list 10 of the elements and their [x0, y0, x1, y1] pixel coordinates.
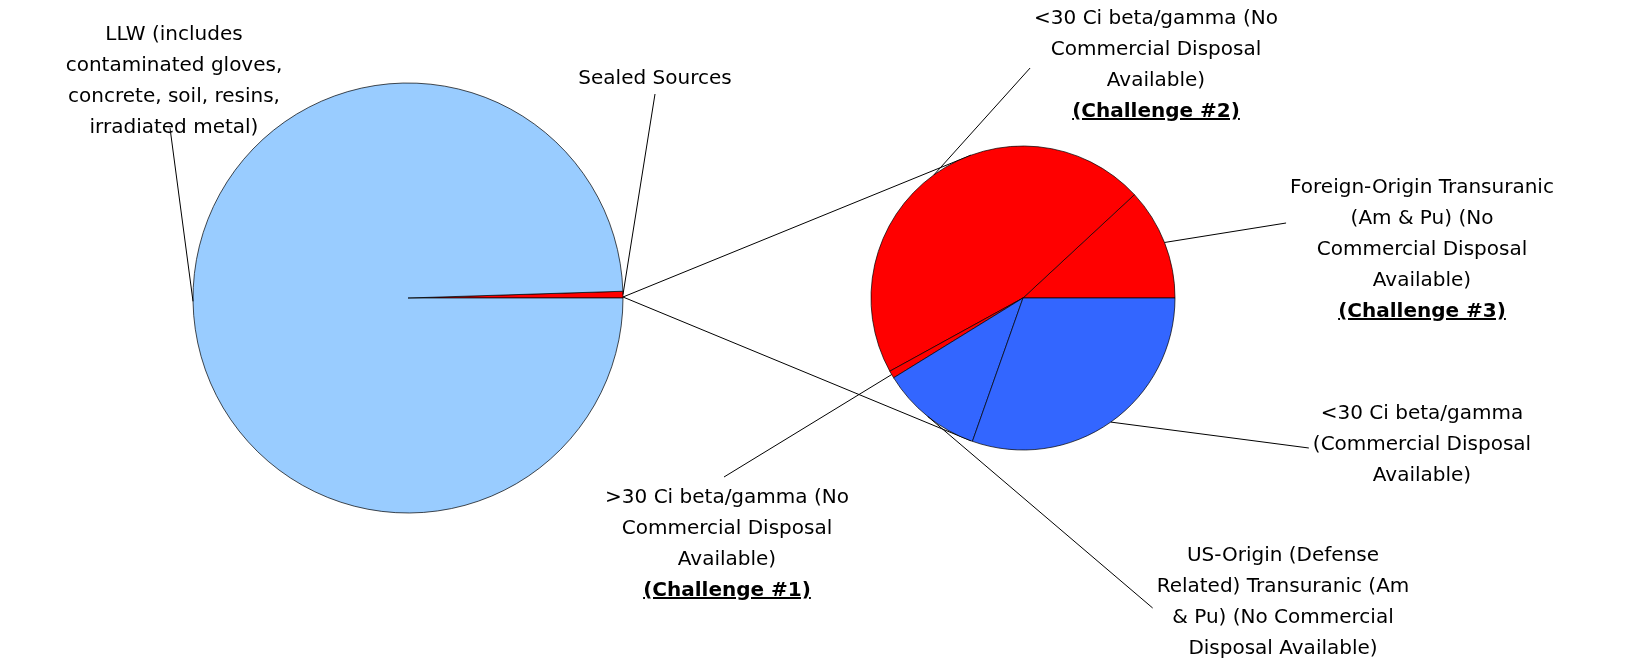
text: (Challenge #1) [643, 577, 811, 601]
text: (Challenge #3) [1338, 298, 1506, 322]
slice-label: Sealed Sources [578, 65, 732, 89]
slice-label: Foreign-Origin Transuranic (Am & Pu) (No Commercial Disposal Available) [1290, 174, 1554, 291]
slice-label: LLW (includes contaminated gloves, concrete, soil, resins, irradiated metal) [65, 21, 283, 138]
slice-label: >30 Ci beta/gamma (No Commercial Disposal Available) [605, 484, 849, 570]
slice-label: US-Origin (Defense Related) Transuranic (Am & Pu) (No Commercial Disposal Available) [1156, 542, 1410, 659]
slice-label: <30 Ci beta/gamma (Commercial Disposal Available) [1312, 400, 1532, 486]
text: (Challenge #2) [1072, 98, 1240, 122]
slice-label: <30 Ci beta/gamma (No Commercial Disposal Available) [1034, 5, 1278, 91]
